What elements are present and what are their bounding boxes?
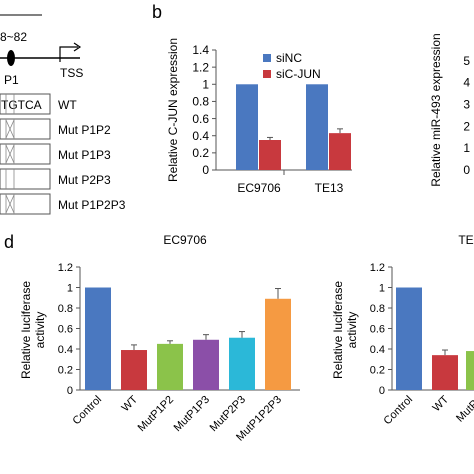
x-category-label: EC9706 [237,181,281,195]
x-category-label: MutP1P2 [136,394,176,434]
chart-title: EC9706 [163,233,207,247]
y-tick-label: 1.2 [58,262,73,274]
y-axis-title-line2: activity [33,312,47,349]
tss-arrow [59,46,78,62]
bar-sic-jun [329,133,351,170]
legend-label: siC-JUN [276,67,321,81]
chart-d-right: 0 0.2 0.4 0.6 0.8 1 1.2 TE Relative luciferase ac… [331,233,474,427]
construct-box-2 [0,118,51,140]
bar-sic-jun [259,140,281,170]
y-tick-label: 0.2 [192,146,209,160]
mutation-mark [5,194,15,214]
y-axis-title-line1: Relative luciferase [331,281,345,379]
y-tick-label: 0.8 [370,303,385,315]
x-category-label: TE13 [315,181,344,195]
y-axis-title-line1: Relative luciferase [19,281,33,379]
y-tick-label: 0.6 [370,323,385,335]
construct-row-label: Mut P1P2 [58,123,111,137]
y-tick-label: 0.4 [370,344,385,356]
x-category-label: Control [382,394,416,428]
y-tick-label: 0.4 [192,129,209,143]
panel-d-letter: d [4,232,14,252]
bar-sinc [306,84,328,170]
tss-arrowhead [73,42,82,52]
bar-wt [432,355,458,390]
x-category-label: Control [71,394,105,428]
construct-top-label: 8~82 [0,30,27,44]
bar-control [85,287,111,390]
x-category-label: WT [431,393,452,414]
y-tick-label: 5 [463,54,470,68]
construct-row-label: Mut P1P3 [58,148,111,162]
construct-box-text: TGTCA [1,98,42,112]
chart-b-left: 0 0.2 0.4 0.6 0.8 1 1.2 1.4 Relative C-JUN expre… [166,38,352,195]
construct-row-label: WT [58,98,77,112]
y-tick-label: 1.4 [192,43,209,57]
bar-control [396,287,422,390]
construct-row-label: Mut P1P2P3 [58,198,126,212]
construct-box-5 [0,193,51,215]
y-tick-label: 0 [67,385,73,397]
bar-mutp1p3 [193,339,219,390]
y-axis-title-line2: activity [345,312,359,349]
y-tick-label: 0.6 [58,323,73,335]
chart-title: TE [458,233,473,247]
tss-label: TSS [60,66,83,80]
construct-box-3 [0,143,51,165]
y-tick-label: 2 [463,119,470,133]
y-tick-label: 1.2 [370,262,385,274]
y-tick-label: 0.2 [58,364,73,376]
y-axis-title: Relative miR-493 expression [429,33,443,186]
bar-sinc [236,84,258,170]
y-tick-label: 1.2 [192,60,209,74]
legend-swatch [263,54,271,62]
bar-mutp2p3 [229,337,255,390]
p1-label: P1 [4,73,19,87]
mutation-mark [5,144,15,164]
chart-b-right: 0 1 2 3 4 5 Relative miR-493 expression [429,33,470,186]
construct-box-4 [0,168,51,190]
y-tick-label: 0 [379,385,385,397]
chart-d-left: 0 0.2 0.4 0.6 0.8 1 1.2 EC9706 Relative lucifera… [19,233,300,444]
bar-mutp1p2p3 [265,298,291,390]
y-tick-label: 0.8 [58,303,73,315]
y-tick-label: 1 [202,77,209,91]
y-tick-label: 4 [463,76,470,90]
y-axis-title: Relative C-JUN expression [166,38,180,182]
panel-b-letter: b [152,2,162,22]
x-category-label: MutP1 [454,394,474,425]
y-tick-label: 1 [463,141,470,155]
y-tick-label: 1 [67,282,73,294]
p1-site-marker [7,50,15,66]
legend-swatch [263,70,271,78]
mutation-mark [5,119,15,139]
y-tick-label: 0.2 [370,364,385,376]
construct-row-label: Mut P2P3 [58,173,111,187]
bar-mutp1p2 [157,343,183,390]
construct-rows: TGTCA WT Mut P1P2 Mut P1P3 Mut P2P3 Mut P1P2P… [0,93,126,215]
y-tick-label: 0.4 [58,344,73,356]
x-category-label: WT [120,393,141,414]
y-tick-label: 0.8 [192,95,209,109]
construct-box-1 [0,93,51,115]
y-tick-label: 3 [463,98,470,112]
construct-diagram: 8~82 P1 TSS [0,14,83,87]
y-tick-label: 0.6 [192,112,209,126]
bar-mutp1 [466,351,474,390]
y-tick-label: 1 [379,282,385,294]
bar-wt [121,350,147,390]
legend-label: siNC [276,51,302,65]
y-tick-label: 0 [463,163,470,177]
x-category-label: MutP1P3 [172,394,212,434]
y-tick-label: 0 [202,163,209,177]
